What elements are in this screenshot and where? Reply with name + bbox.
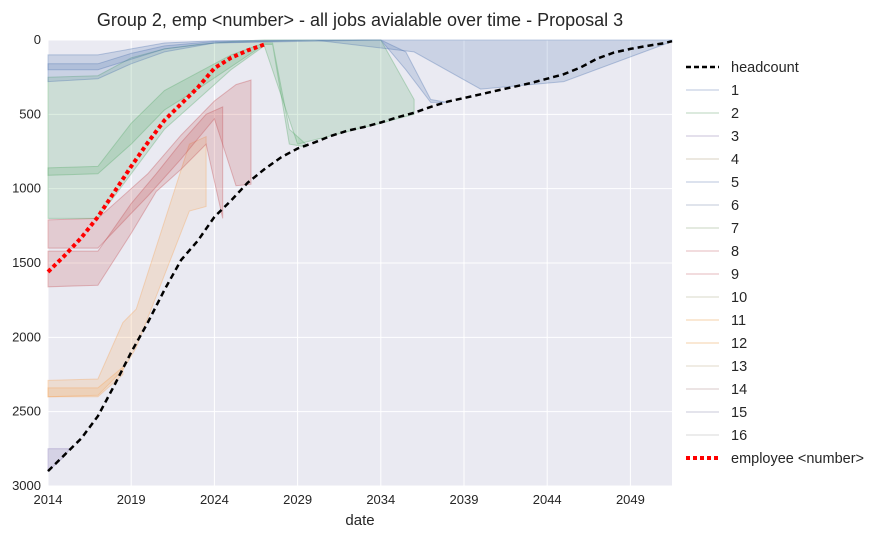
x-tick-label: 2034 — [366, 492, 395, 507]
legend-entry: 5 — [686, 175, 739, 191]
legend-entry: 2 — [686, 106, 739, 122]
axes: 2014 2019 2024 2029 2034 2039 2044 2049 0 500 1000… — [12, 32, 645, 507]
headcount-line — [47, 39, 673, 472]
legend-entry: 13 — [686, 359, 747, 375]
legend-label: 11 — [731, 313, 746, 329]
legend-label: 1 — [731, 83, 739, 99]
legend-entry: 4 — [686, 152, 739, 168]
legend-entry: 12 — [686, 336, 747, 352]
legend-entry: employee <number> — [686, 451, 864, 467]
legend-entry: 11 — [686, 313, 746, 329]
legend-label: 13 — [731, 359, 747, 375]
y-tick-label: 500 — [19, 106, 41, 121]
y-tick-label: 1000 — [12, 181, 41, 196]
y-tick-label: 3000 — [12, 478, 41, 493]
legend-label: 3 — [731, 129, 739, 145]
x-axis-label: date — [345, 512, 374, 529]
job-band-8 — [47, 39, 448, 103]
legend-label: 6 — [731, 198, 739, 214]
legend-entry: 8 — [686, 244, 739, 260]
legend-label: 2 — [731, 106, 739, 122]
y-tick-label: 1500 — [12, 255, 41, 270]
legend-entry: 7 — [686, 221, 739, 237]
job-band-5 — [47, 79, 252, 249]
y-tick-label: 2000 — [12, 329, 41, 344]
legend-entry: 10 — [686, 290, 747, 306]
y-tick-label: 2500 — [12, 404, 41, 419]
legend-label: 10 — [731, 290, 747, 306]
plot-area — [46, 39, 673, 487]
job-band-2 — [47, 135, 207, 398]
legend-label: 5 — [731, 175, 739, 191]
legend-label: 9 — [731, 267, 739, 283]
legend-entry: 9 — [686, 267, 739, 283]
legend-label: headcount — [731, 60, 799, 76]
legend-label: 7 — [731, 221, 739, 237]
employee-line — [46, 42, 265, 274]
legend-label: 8 — [731, 244, 739, 260]
legend-entry: headcount — [686, 60, 799, 76]
job-band-4 — [47, 106, 224, 288]
x-tick-label: 2039 — [450, 492, 479, 507]
y-tick-label: 0 — [34, 32, 41, 47]
legend-entry: 1 — [686, 83, 739, 99]
job-band-7 — [47, 39, 415, 219]
legend-label: 12 — [731, 336, 747, 352]
x-tick-label: 2019 — [117, 492, 146, 507]
x-tick-label: 2029 — [283, 492, 312, 507]
legend-label: 16 — [731, 428, 747, 444]
chart-title: Group 2, emp <number> - all jobs avialab… — [97, 10, 623, 30]
job-band-3 — [47, 366, 124, 398]
x-tick-label: 2024 — [200, 492, 229, 507]
x-tick-label: 2014 — [34, 492, 63, 507]
legend-entry: 6 — [686, 198, 739, 214]
legend-entry: 14 — [686, 382, 747, 398]
legend-entry: 15 — [686, 405, 747, 421]
legend-entry: 3 — [686, 129, 739, 145]
job-band-6 — [47, 42, 307, 176]
legend: headcount12345678910111213141516employee… — [686, 60, 864, 467]
x-tick-label: 2044 — [533, 492, 562, 507]
legend-label: 15 — [731, 405, 747, 421]
x-tick-label: 2049 — [616, 492, 645, 507]
legend-label: 4 — [731, 152, 739, 168]
legend-label: 14 — [731, 382, 747, 398]
legend-entry: 16 — [686, 428, 747, 444]
legend-label: employee <number> — [731, 451, 864, 467]
